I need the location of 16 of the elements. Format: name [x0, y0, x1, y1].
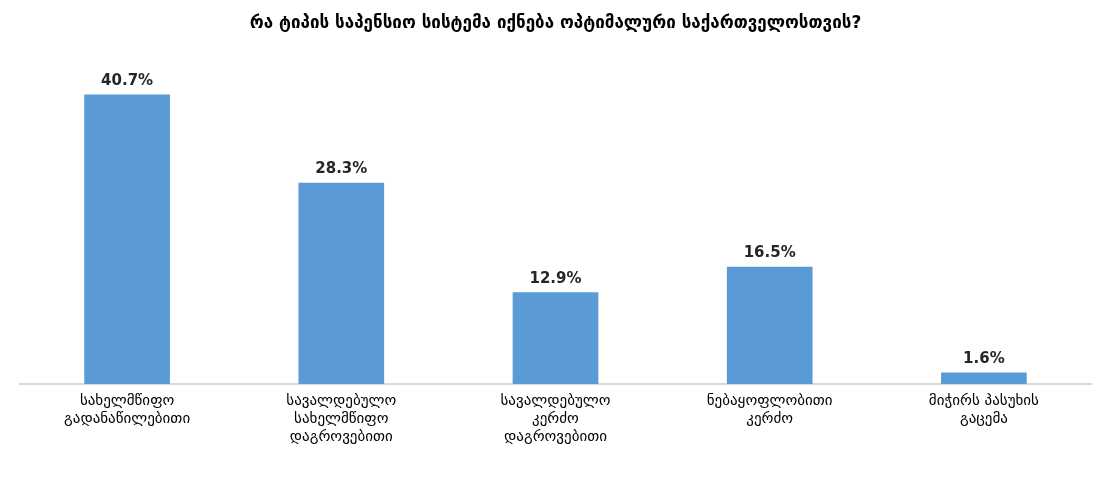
- chart-title: რა ტიპის საპენსიო სისტემა იქნება ოპტიმალური საქართველოსთვის?: [248, 11, 863, 34]
- x-tick-label: სახელმწიფო გადანაწილებითი: [64, 390, 191, 427]
- data-label: 1.6%: [963, 349, 1005, 368]
- bar: [512, 292, 599, 384]
- x-tick-label: სავალდებულო სახელმწიფო დაგროვებითი: [286, 390, 397, 445]
- data-label: 40.7%: [101, 70, 154, 89]
- bar: [941, 372, 1027, 384]
- bar: [726, 266, 813, 384]
- x-tick-label: სავალდებულო კერძო დაგროვებითი: [500, 390, 611, 445]
- data-label: 16.5%: [743, 243, 796, 262]
- bar: [298, 182, 385, 384]
- x-tick-label: ნებაყოფლობითი კერძო: [706, 390, 833, 427]
- bar: [84, 94, 170, 384]
- data-label: 28.3%: [315, 159, 368, 178]
- x-tick-label: მიჭირს პასუხის გაცემა: [928, 390, 1040, 427]
- data-label: 12.9%: [529, 268, 582, 287]
